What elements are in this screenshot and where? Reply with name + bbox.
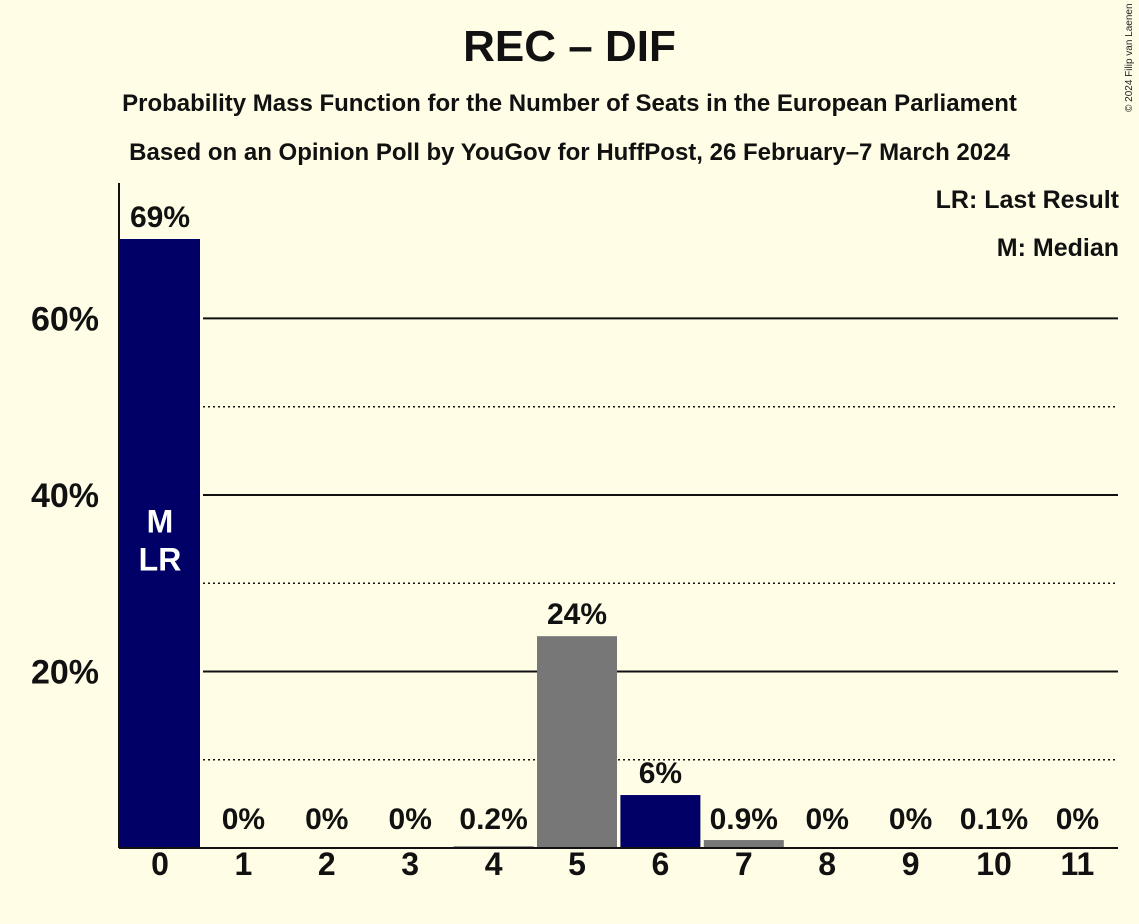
x-tick-label: 7 (735, 846, 753, 882)
data-label: 0% (889, 803, 932, 836)
bar (620, 795, 701, 848)
x-tick-label: 11 (1060, 846, 1094, 882)
data-label: 0% (389, 803, 432, 836)
data-label: 0.2% (459, 803, 527, 836)
legend-median: M: Median (996, 234, 1119, 262)
x-tick-label: 1 (235, 846, 253, 882)
y-tick-label: 20% (31, 653, 99, 691)
data-label: 0% (806, 803, 849, 836)
x-tick-label: 0 (151, 846, 169, 882)
data-label: 0.9% (710, 803, 778, 836)
legend-last-result: LR: Last Result (935, 186, 1119, 214)
data-label: 6% (639, 757, 682, 790)
x-tick-label: 4 (485, 846, 503, 882)
bar (703, 840, 784, 848)
data-label: 69% (130, 201, 190, 234)
chart-subtitle-2: Based on an Opinion Poll by YouGov for H… (129, 139, 1010, 166)
bar (537, 636, 617, 848)
x-tick-label: 2 (318, 846, 336, 882)
data-label: 24% (547, 598, 607, 631)
data-label: 0% (305, 803, 348, 836)
y-tick-label: 60% (31, 300, 99, 338)
chart-subtitle-1: Probability Mass Function for the Number… (122, 90, 1017, 117)
bar (120, 239, 200, 848)
x-tick-label: 10 (976, 846, 1012, 882)
x-tick-label: 5 (568, 846, 586, 882)
chart-title: REC – DIF (463, 22, 676, 71)
last-result-marker: LR (139, 542, 182, 578)
x-tick-label: 9 (902, 846, 920, 882)
median-marker: M (147, 504, 174, 540)
y-tick-label: 40% (31, 477, 99, 515)
data-label: 0% (1056, 803, 1099, 836)
x-tick-label: 8 (818, 846, 836, 882)
x-tick-label: 3 (401, 846, 419, 882)
x-tick-label: 6 (652, 846, 670, 882)
data-label: 0.1% (960, 803, 1028, 836)
data-label: 0% (222, 803, 265, 836)
